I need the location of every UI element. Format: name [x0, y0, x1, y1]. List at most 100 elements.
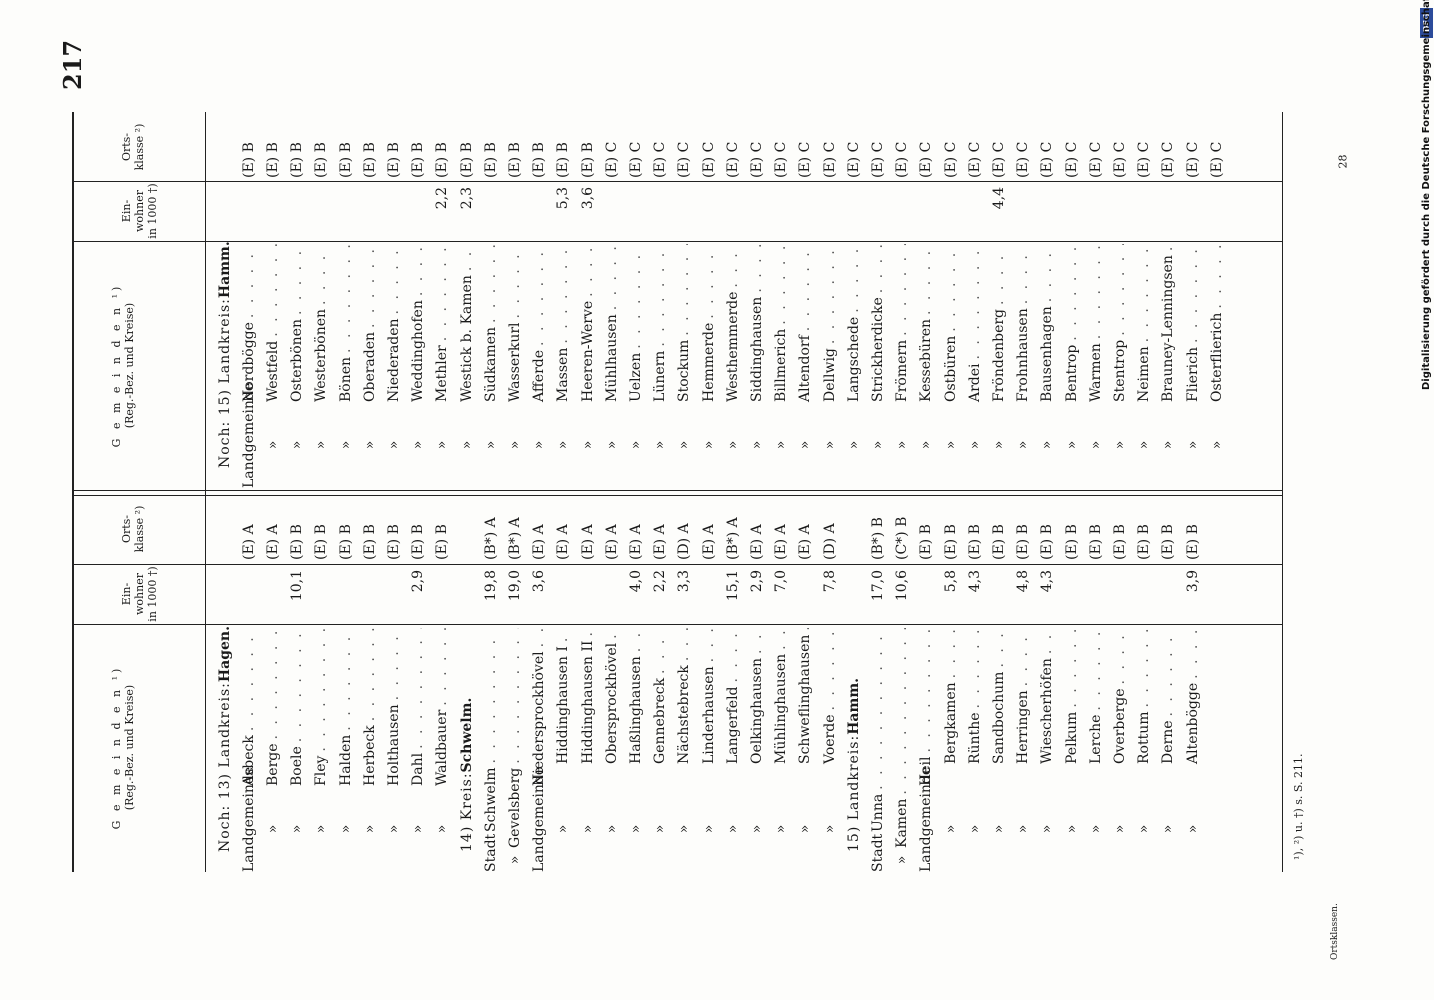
ortsklasse-value: (E) A [531, 524, 548, 560]
table-row: » Halden . . . . . . . . . . . . . . . . .… [333, 628, 358, 872]
leader-dots: . . . . . . . . . . . . . . . . . . . . … [1064, 244, 1080, 341]
ortsklasse-value: (E) B [289, 524, 306, 560]
leader-dots: . . . . . . . . . . . . . . . . . . . . … [822, 628, 838, 711]
table-row: » Herringen . . . . . . . . . . . . . . . … [1011, 628, 1036, 872]
municipality-name: Heeren-Werve [579, 300, 596, 402]
table-row: » Dellwig . . . . . . . . . . . . . . . . … [817, 244, 842, 488]
municipality-name: Kamen [894, 798, 911, 848]
municipality-type: » [1063, 824, 1080, 834]
municipality-type: » [410, 824, 427, 834]
municipality-name: Afferde [531, 349, 548, 402]
ortsklasse-value: (E) C [652, 141, 669, 178]
population-value: 4,0 [627, 570, 644, 593]
leader-dots: . . . . . . . . . . . . . . . . . . . . … [870, 628, 886, 790]
municipality-type: » [410, 440, 427, 450]
municipality-type: Stadt [482, 833, 499, 872]
leader-dots: . . . . . . . . . . . . . . . . . . . . … [555, 628, 571, 642]
ortsklasse-value: (E) C [966, 141, 983, 178]
municipality-name: Langerfeld [724, 686, 741, 764]
ortsklasse-value: (D) A [821, 523, 838, 560]
municipality-type: » [603, 824, 620, 834]
ortsklasse-value: (E) A [652, 524, 669, 560]
municipality-name: Wasserkurl [506, 322, 523, 402]
ortsklasse-value: (E) A [748, 524, 765, 560]
population-value: 3,3 [676, 570, 693, 593]
leader-dots: . . . . . . . . . . . . . . . . . . . . … [313, 244, 329, 305]
table-row: » Westfeld . . . . . . . . . . . . . . . .… [260, 244, 285, 488]
header-einwohner-right: Ein- wohner in 1000 †) [120, 183, 159, 239]
leader-dots: . . . . . . . . . . . . . . . . . . . . … [1185, 628, 1201, 679]
table-row: » Lünern . . . . . . . . . . . . . . . . .… [648, 244, 673, 488]
municipality-name: Warmen [1087, 343, 1104, 402]
table-row: » Warmen . . . . . . . . . . . . . . . . .… [1083, 244, 1108, 488]
municipality-name: Westfeld [264, 340, 281, 402]
municipality-name: Niederaden [385, 318, 402, 402]
municipality-type: » [700, 824, 717, 834]
leader-dots: . . . . . . . . . . . . . . . . . . . . … [701, 244, 717, 319]
municipality-type: » [1184, 440, 1201, 450]
leader-dots: . . . . . . . . . . . . . . . . . . . . … [531, 244, 547, 346]
municipality-type: » [361, 440, 378, 450]
municipality-name: Altenbögge [1184, 682, 1201, 764]
page-mark: 28 [1336, 154, 1350, 169]
ortsklasse-value: (E) B [289, 142, 306, 178]
municipality-type: Stadt [869, 833, 886, 872]
ortsklasse-value: (E) C [748, 141, 765, 178]
municipality-type: » [869, 440, 886, 450]
leader-dots: . . . . . . . . . . . . . . . . . . . . … [918, 628, 934, 753]
table-row: » Methler . . . . . . . . . . . . . . . . … [430, 244, 455, 488]
leader-dots: . . . . . . . . . . . . . . . . . . . . … [313, 628, 329, 752]
municipality-type: » [627, 440, 644, 450]
table-row: » Sandbochum . . . . . . . . . . . . . . .… [986, 628, 1011, 872]
ortsklasse-value: (E) B [1184, 524, 1201, 560]
population-value: 2,2 [434, 187, 451, 210]
ortsklasse-value: (E) B [990, 524, 1007, 560]
table-row: » Westick b. Kamen . . . . . . . . . . . .… [454, 244, 479, 488]
ortsklasse-value: (E) B [555, 142, 572, 178]
municipality-type: » [1136, 824, 1153, 834]
ortsklasse-value: (E) A [603, 524, 620, 560]
ortsklasse-value: (B*) A [724, 517, 741, 560]
section-district: Hagen. [216, 626, 233, 683]
ortsklasse-value: (E) B [1111, 524, 1128, 560]
leader-dots: . . . . . . . . . . . . . . . . . . . . … [338, 244, 354, 353]
municipality-name: Heil [918, 756, 935, 786]
municipality-type: » [676, 824, 693, 834]
municipality-type: » [652, 824, 669, 834]
table-row: » Kessebüren . . . . . . . . . . . . . . .… [914, 244, 939, 488]
ortsklasse-value: (B*) A [482, 517, 499, 560]
municipality-type: » [361, 824, 378, 834]
leader-dots: . . . . . . . . . . . . . . . . . . . . … [797, 628, 813, 631]
leader-dots: . . . . . . . . . . . . . . . . . . . . … [265, 628, 281, 739]
table-row: » Flierich . . . . . . . . . . . . . . . .… [1180, 244, 1205, 488]
municipality-name: Overberge [1111, 688, 1128, 764]
ortsklasse-value: (E) C [821, 141, 838, 178]
population-value: 5,3 [555, 187, 572, 210]
municipality-type: » [555, 824, 572, 834]
municipality-name: Altendorf [797, 335, 814, 402]
ortsklasse-value: (E) B [966, 524, 983, 560]
municipality-name: Osterbönen [289, 319, 306, 402]
ortsklasse-value: (E) B [264, 142, 281, 178]
ortsklasse-value: (E) B [361, 142, 378, 178]
municipality-name: Frömern [894, 339, 911, 402]
table-row: » Langschede . . . . . . . . . . . . . . .… [841, 244, 866, 488]
ortsklasse-value: (E) C [1208, 141, 1225, 178]
municipality-type: » [894, 855, 911, 865]
leader-dots: . . . . . . . . . . . . . . . . . . . . … [386, 628, 402, 700]
municipality-type: » [676, 440, 693, 450]
section-heading: Noch: 15) Landkreis: Hamm. [212, 224, 237, 468]
municipality-name: Bergkamen [942, 682, 959, 764]
table-row: » Linderhausen . . . . . . . . . . . . . .… [696, 628, 721, 872]
credit-text: Digitalisierung gefördert durch die Deut… [1421, 0, 1432, 390]
leader-dots: . . . . . . . . . . . . . . . . . . . . … [749, 244, 765, 293]
leader-dots: . . . . . . . . . . . . . . . . . . . . … [483, 244, 499, 323]
table-row: » Hiddinghausen I . . . . . . . . . . . . … [551, 628, 576, 872]
ortsklasse-value: (E) A [264, 524, 281, 560]
ortsklasse-value: (E) B [361, 524, 378, 560]
leader-dots: . . . . . . . . . . . . . . . . . . . . … [1160, 628, 1176, 716]
section-district: Schwelm. [458, 697, 475, 773]
ortsklasse-value: (C*) B [894, 516, 911, 560]
